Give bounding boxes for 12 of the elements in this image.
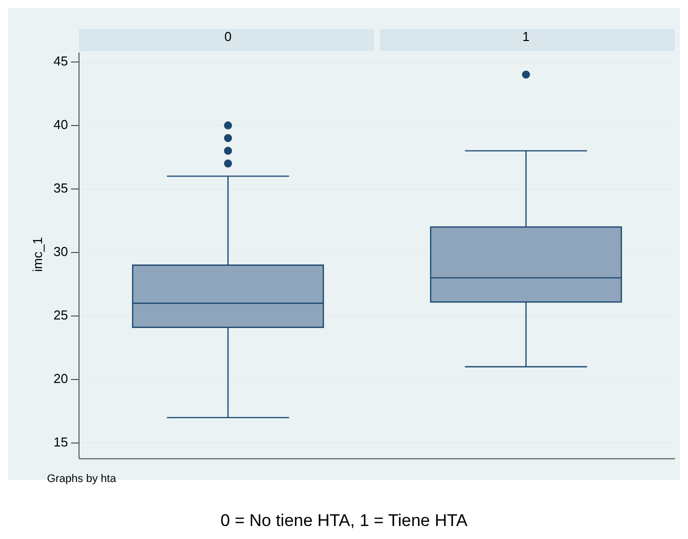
- y-tick-label: 25: [54, 308, 68, 323]
- y-tick-label: 20: [54, 371, 68, 386]
- y-tick-label: 40: [54, 116, 68, 132]
- text: 0 = No tiene HTA, 1 = Tiene HTA: [220, 511, 468, 531]
- y-tick-label: 45: [54, 53, 68, 68]
- x-tick-label: 0: [224, 28, 232, 44]
- y-axis-title: imc_1: [30, 237, 45, 272]
- y-tick-label: 30: [54, 244, 68, 260]
- y-tick-label: 35: [54, 180, 68, 196]
- text: Graphs by hta: [47, 473, 116, 485]
- y-tick-label: 15: [54, 434, 68, 450]
- x-tick-label: 1: [522, 28, 530, 44]
